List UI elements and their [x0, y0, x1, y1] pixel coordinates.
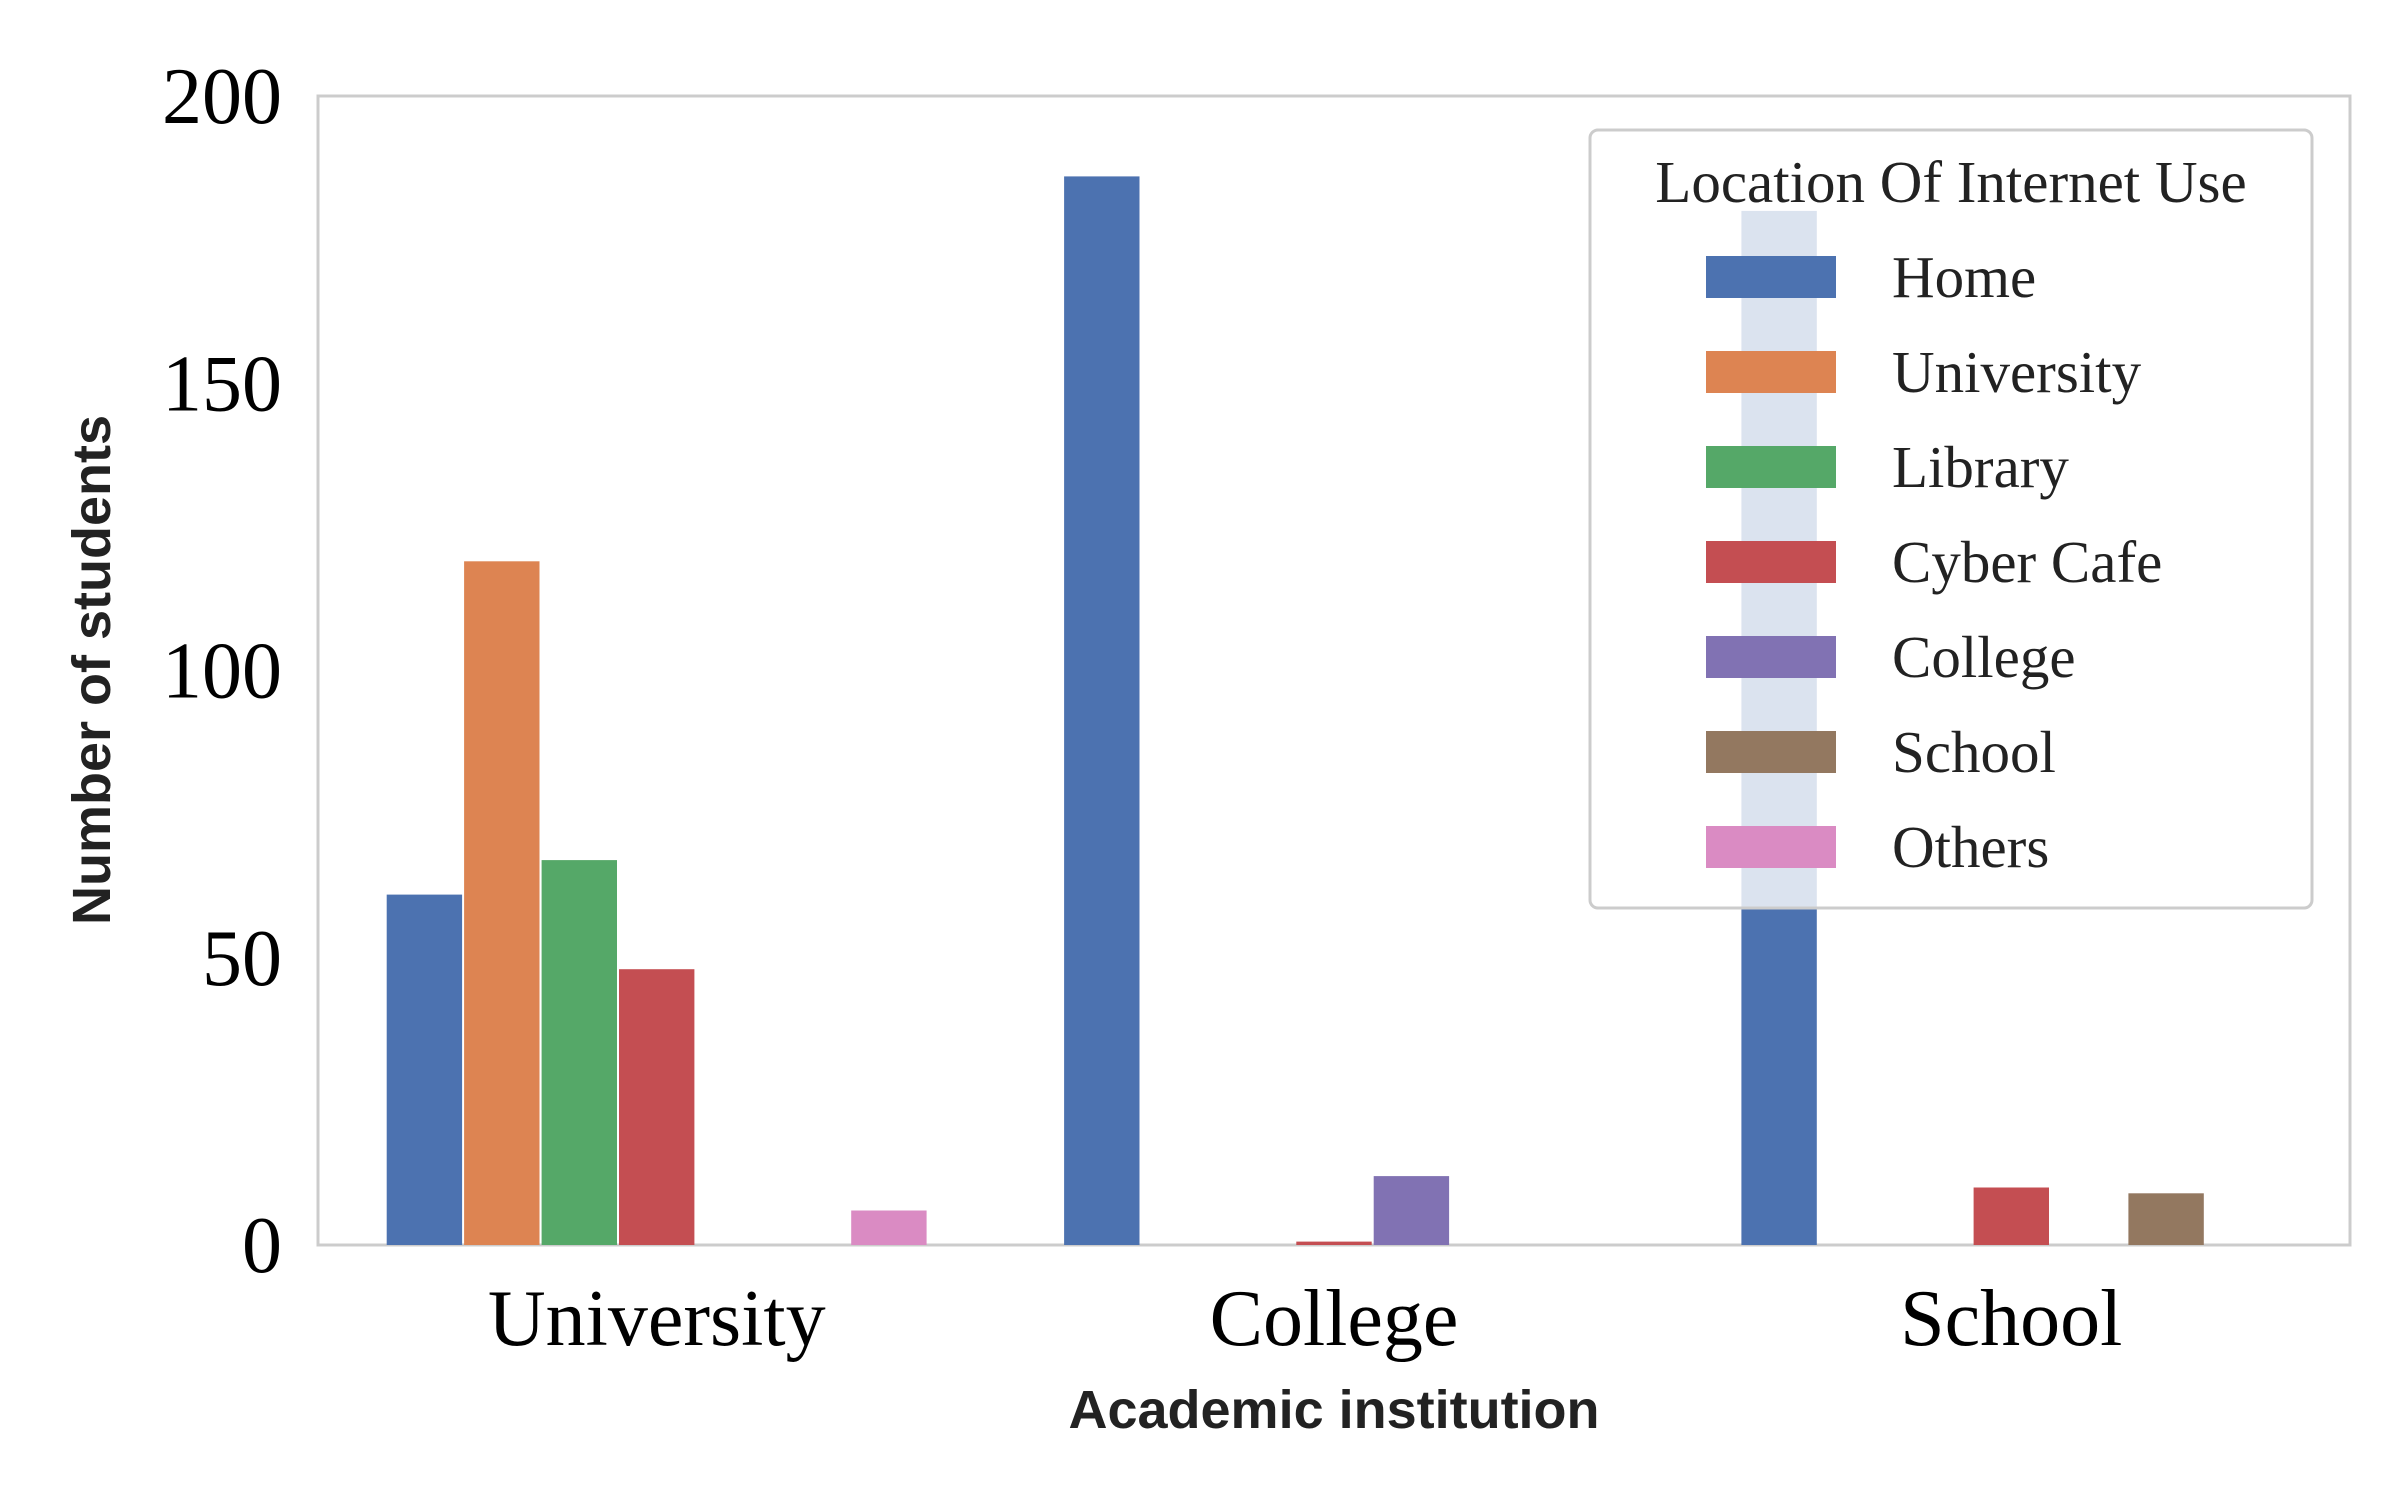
legend-label-library: Library: [1892, 434, 2069, 500]
x-tick-label: School: [1900, 1275, 2122, 1363]
bar-school-school: [2128, 1193, 2204, 1245]
bar-college-cyber-cafe: [1296, 1241, 1372, 1245]
y-axis-label: Number of students: [62, 415, 122, 925]
legend-title: Location Of Internet Use: [1655, 149, 2246, 215]
legend-items: Home University Library Cyber Cafe College Sc…: [1706, 244, 2162, 880]
legend-swatch-library: [1706, 446, 1836, 488]
y-tick-label: 200: [162, 53, 282, 141]
bar-college-college: [1373, 1176, 1450, 1245]
legend-box: [1588, 128, 2314, 910]
bar-university-cyber-cafe: [619, 969, 695, 1245]
y-tick-labels: 0 50 100 150 200: [162, 53, 282, 1290]
y-tick-label: 0: [242, 1202, 282, 1290]
y-tick-label: 150: [162, 340, 282, 428]
x-tick-label: University: [488, 1275, 826, 1363]
legend: Location Of Internet Use Home University L…: [1588, 128, 2314, 910]
y-tick-label: 50: [202, 915, 282, 1003]
bar-university-others: [851, 1210, 927, 1245]
bar-university-university: [464, 561, 540, 1245]
bar-university-home: [386, 894, 463, 1245]
legend-label-cyber-cafe: Cyber Cafe: [1892, 529, 2162, 595]
x-axis-label: Academic institution: [1068, 1380, 1599, 1440]
bar-school-cyber-cafe: [1973, 1187, 2049, 1245]
legend-label-others: Others: [1892, 814, 2049, 880]
bar-university-library: [541, 860, 617, 1245]
legend-swatch-university: [1706, 351, 1836, 393]
y-tick-label: 100: [162, 628, 282, 716]
legend-swatch-school: [1706, 731, 1836, 773]
x-tick-label: College: [1210, 1275, 1459, 1363]
legend-label-school: School: [1892, 719, 2056, 785]
legend-label-university: University: [1892, 339, 2142, 405]
legend-swatch-home: [1706, 256, 1836, 298]
x-tick-labels: University College School: [488, 1275, 2123, 1363]
legend-label-college: College: [1892, 624, 2076, 690]
legend-label-home: Home: [1892, 244, 2036, 310]
legend-swatch-cyber-cafe: [1706, 541, 1836, 583]
legend-swatch-college: [1706, 636, 1836, 678]
bar-college-home: [1064, 176, 1140, 1245]
legend-swatch-others: [1706, 826, 1836, 868]
bars-group: [386, 176, 2204, 1245]
